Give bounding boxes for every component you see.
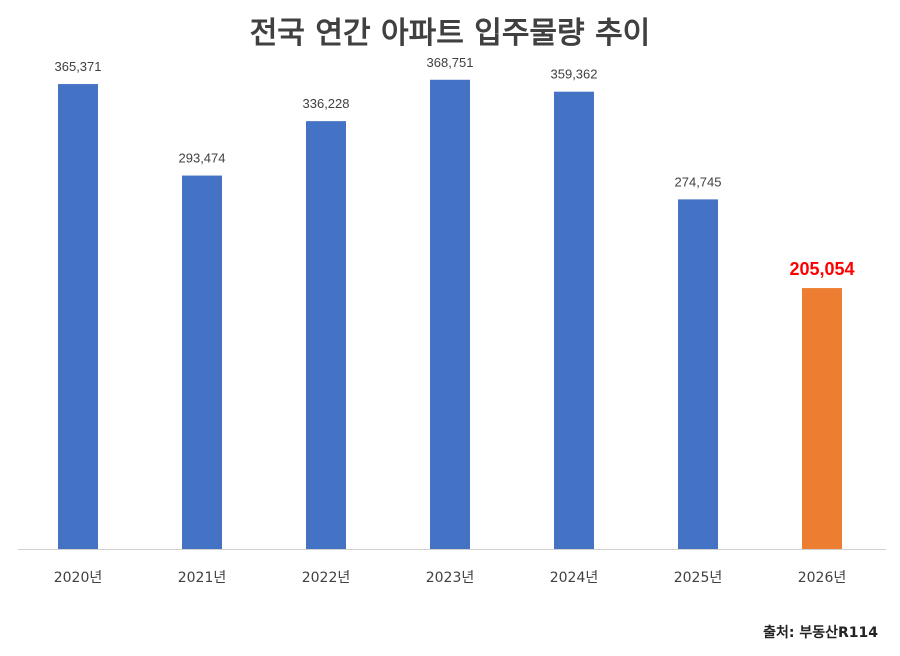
- chart-title: 전국 연간 아파트 입주물량 추이: [249, 16, 651, 51]
- bar-2026년: [802, 288, 842, 549]
- x-tick-label: 2024년: [550, 570, 599, 586]
- x-tick-label: 2020년: [54, 570, 103, 586]
- source-note: 출처: 부동산R114: [763, 625, 878, 641]
- x-tick-label: 2023년: [426, 570, 475, 586]
- bars-group: [58, 79, 842, 550]
- bar-2021년: [182, 175, 222, 550]
- x-axis-labels-group: 2020년 2021년 2022년 2023년 2024년 2025년 2026년: [54, 570, 847, 586]
- value-label: 365,371: [55, 59, 102, 74]
- value-label: 359,362: [551, 67, 598, 82]
- x-tick-label: 2026년: [798, 570, 847, 586]
- value-label: 205,054: [789, 259, 854, 279]
- bar-2020년: [58, 84, 98, 549]
- x-tick-label: 2025년: [674, 570, 723, 586]
- value-label: 368,751: [427, 55, 474, 70]
- value-labels-group: 365,371 293,474 336,228 368,751 359,362 274,7…: [55, 55, 855, 279]
- value-label: 336,228: [303, 96, 350, 111]
- x-tick-label: 2021년: [178, 570, 227, 586]
- value-label: 293,474: [179, 151, 226, 166]
- bar-2025년: [678, 199, 718, 549]
- bar-2022년: [306, 121, 346, 549]
- bar-2023년: [430, 79, 470, 550]
- x-tick-label: 2022년: [302, 570, 351, 586]
- value-label: 274,745: [675, 174, 722, 189]
- bar-chart: 365,371 293,474 336,228 368,751 359,362 274,7…: [18, 55, 886, 586]
- bar-2024년: [554, 91, 594, 549]
